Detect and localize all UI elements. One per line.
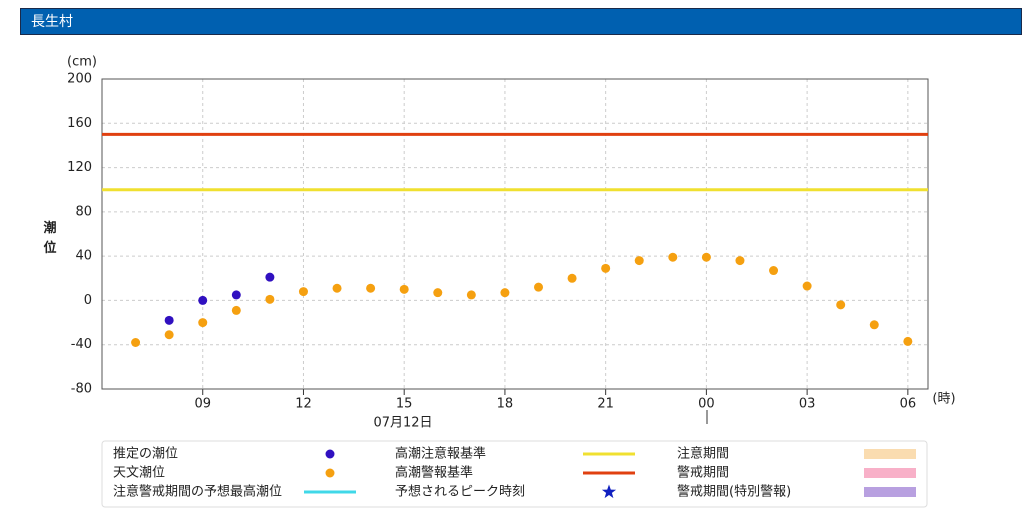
plot-frame <box>101 78 929 390</box>
data-point <box>332 283 342 293</box>
x-tick-label: 03 <box>799 397 816 412</box>
data-point <box>366 283 376 293</box>
data-point <box>399 284 409 294</box>
data-point <box>769 266 779 276</box>
data-point <box>903 336 913 346</box>
y-tick-label: 200 <box>67 72 92 87</box>
x-tick-label: 06 <box>900 397 917 412</box>
data-point <box>265 272 275 282</box>
x-tick-label: 00 <box>698 397 715 412</box>
legend-swatch <box>864 487 916 497</box>
y-tick-label: 40 <box>75 249 92 264</box>
data-point <box>433 288 443 298</box>
y-unit: (cm) <box>67 55 97 70</box>
legend-label: 天文潮位 <box>113 466 165 481</box>
header-title: 長生村 <box>20 8 1022 35</box>
y-axis-label: 潮位 <box>43 220 56 256</box>
x-unit: (時) <box>932 392 955 407</box>
y-axis-label-char: 位 <box>43 240 56 256</box>
legend-swatch <box>864 449 916 459</box>
data-point <box>735 256 745 266</box>
data-point <box>869 320 879 330</box>
data-point <box>634 256 644 266</box>
legend-label: 推定の潮位 <box>113 447 178 462</box>
legend-label: 警戒期間(特別警報) <box>677 484 791 500</box>
y-tick-label: 160 <box>67 116 92 131</box>
data-point <box>534 282 544 292</box>
legend-star <box>601 484 617 499</box>
date-label: 07月12日 <box>373 416 432 431</box>
legend-label: 注意警戒期間の予想最高潮位 <box>113 484 282 500</box>
x-tick-label: 15 <box>396 397 413 412</box>
data-point <box>567 273 577 283</box>
data-point <box>601 263 611 273</box>
y-tick-label: 0 <box>84 293 92 308</box>
legend-label: 予想されるピーク時刻 <box>395 484 525 500</box>
y-tick-label: -80 <box>71 382 92 397</box>
data-point <box>298 287 308 297</box>
data-point <box>231 290 241 300</box>
data-point <box>198 318 208 328</box>
data-point <box>836 300 846 310</box>
legend-label: 高潮警報基準 <box>395 465 473 481</box>
legend-dot <box>325 449 335 459</box>
data-point <box>231 305 241 315</box>
legend-dot <box>325 468 335 478</box>
legend-label: 高潮注意報基準 <box>395 446 486 462</box>
y-axis-label-char: 潮 <box>43 220 56 236</box>
legend-label: 注意期間 <box>677 446 729 462</box>
x-tick-label: 21 <box>597 397 614 412</box>
y-tick-label: 80 <box>75 204 92 219</box>
x-tick-label: 12 <box>295 397 312 412</box>
x-tick-label: 09 <box>194 397 211 412</box>
legend-label: 警戒期間 <box>677 465 729 481</box>
y-tick-label: 120 <box>67 160 92 175</box>
data-point <box>265 294 275 304</box>
x-tick-label: 18 <box>497 397 514 412</box>
data-point <box>802 281 812 291</box>
data-point <box>131 338 141 347</box>
data-point <box>164 315 174 325</box>
data-point <box>164 330 174 340</box>
data-point <box>466 290 476 300</box>
legend-swatch <box>864 468 916 478</box>
y-tick-label: -40 <box>71 337 92 352</box>
data-point <box>500 288 510 298</box>
data-point <box>198 295 208 305</box>
data-point <box>668 252 678 262</box>
data-point <box>701 252 711 262</box>
